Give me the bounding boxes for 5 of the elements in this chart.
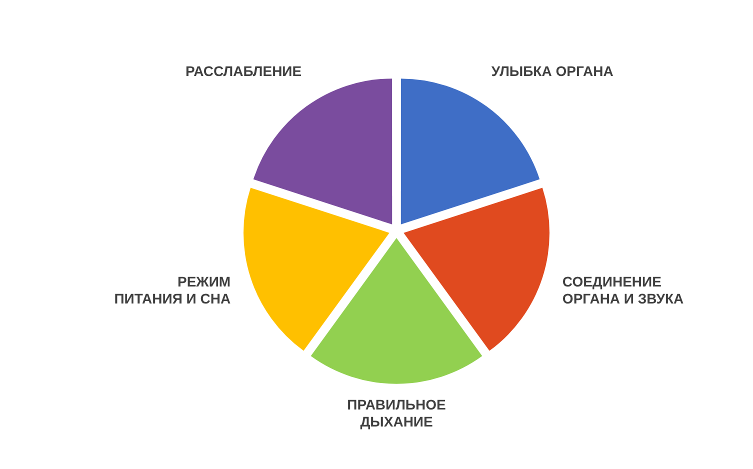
slice-label: СОЕДИНЕНИЕ ОРГАНА И ЗВУКА (562, 273, 684, 306)
slice-label: УЛЫБКА ОРГАНА (491, 63, 614, 80)
slice-label: РЕЖИМ ПИТАНИЯ И СНА (114, 273, 231, 306)
slice-label: РАССЛАБЛЕНИЕ (186, 63, 302, 80)
slice-label: ПРАВИЛЬНОЕ ДЫХАНИЕ (347, 396, 446, 430)
